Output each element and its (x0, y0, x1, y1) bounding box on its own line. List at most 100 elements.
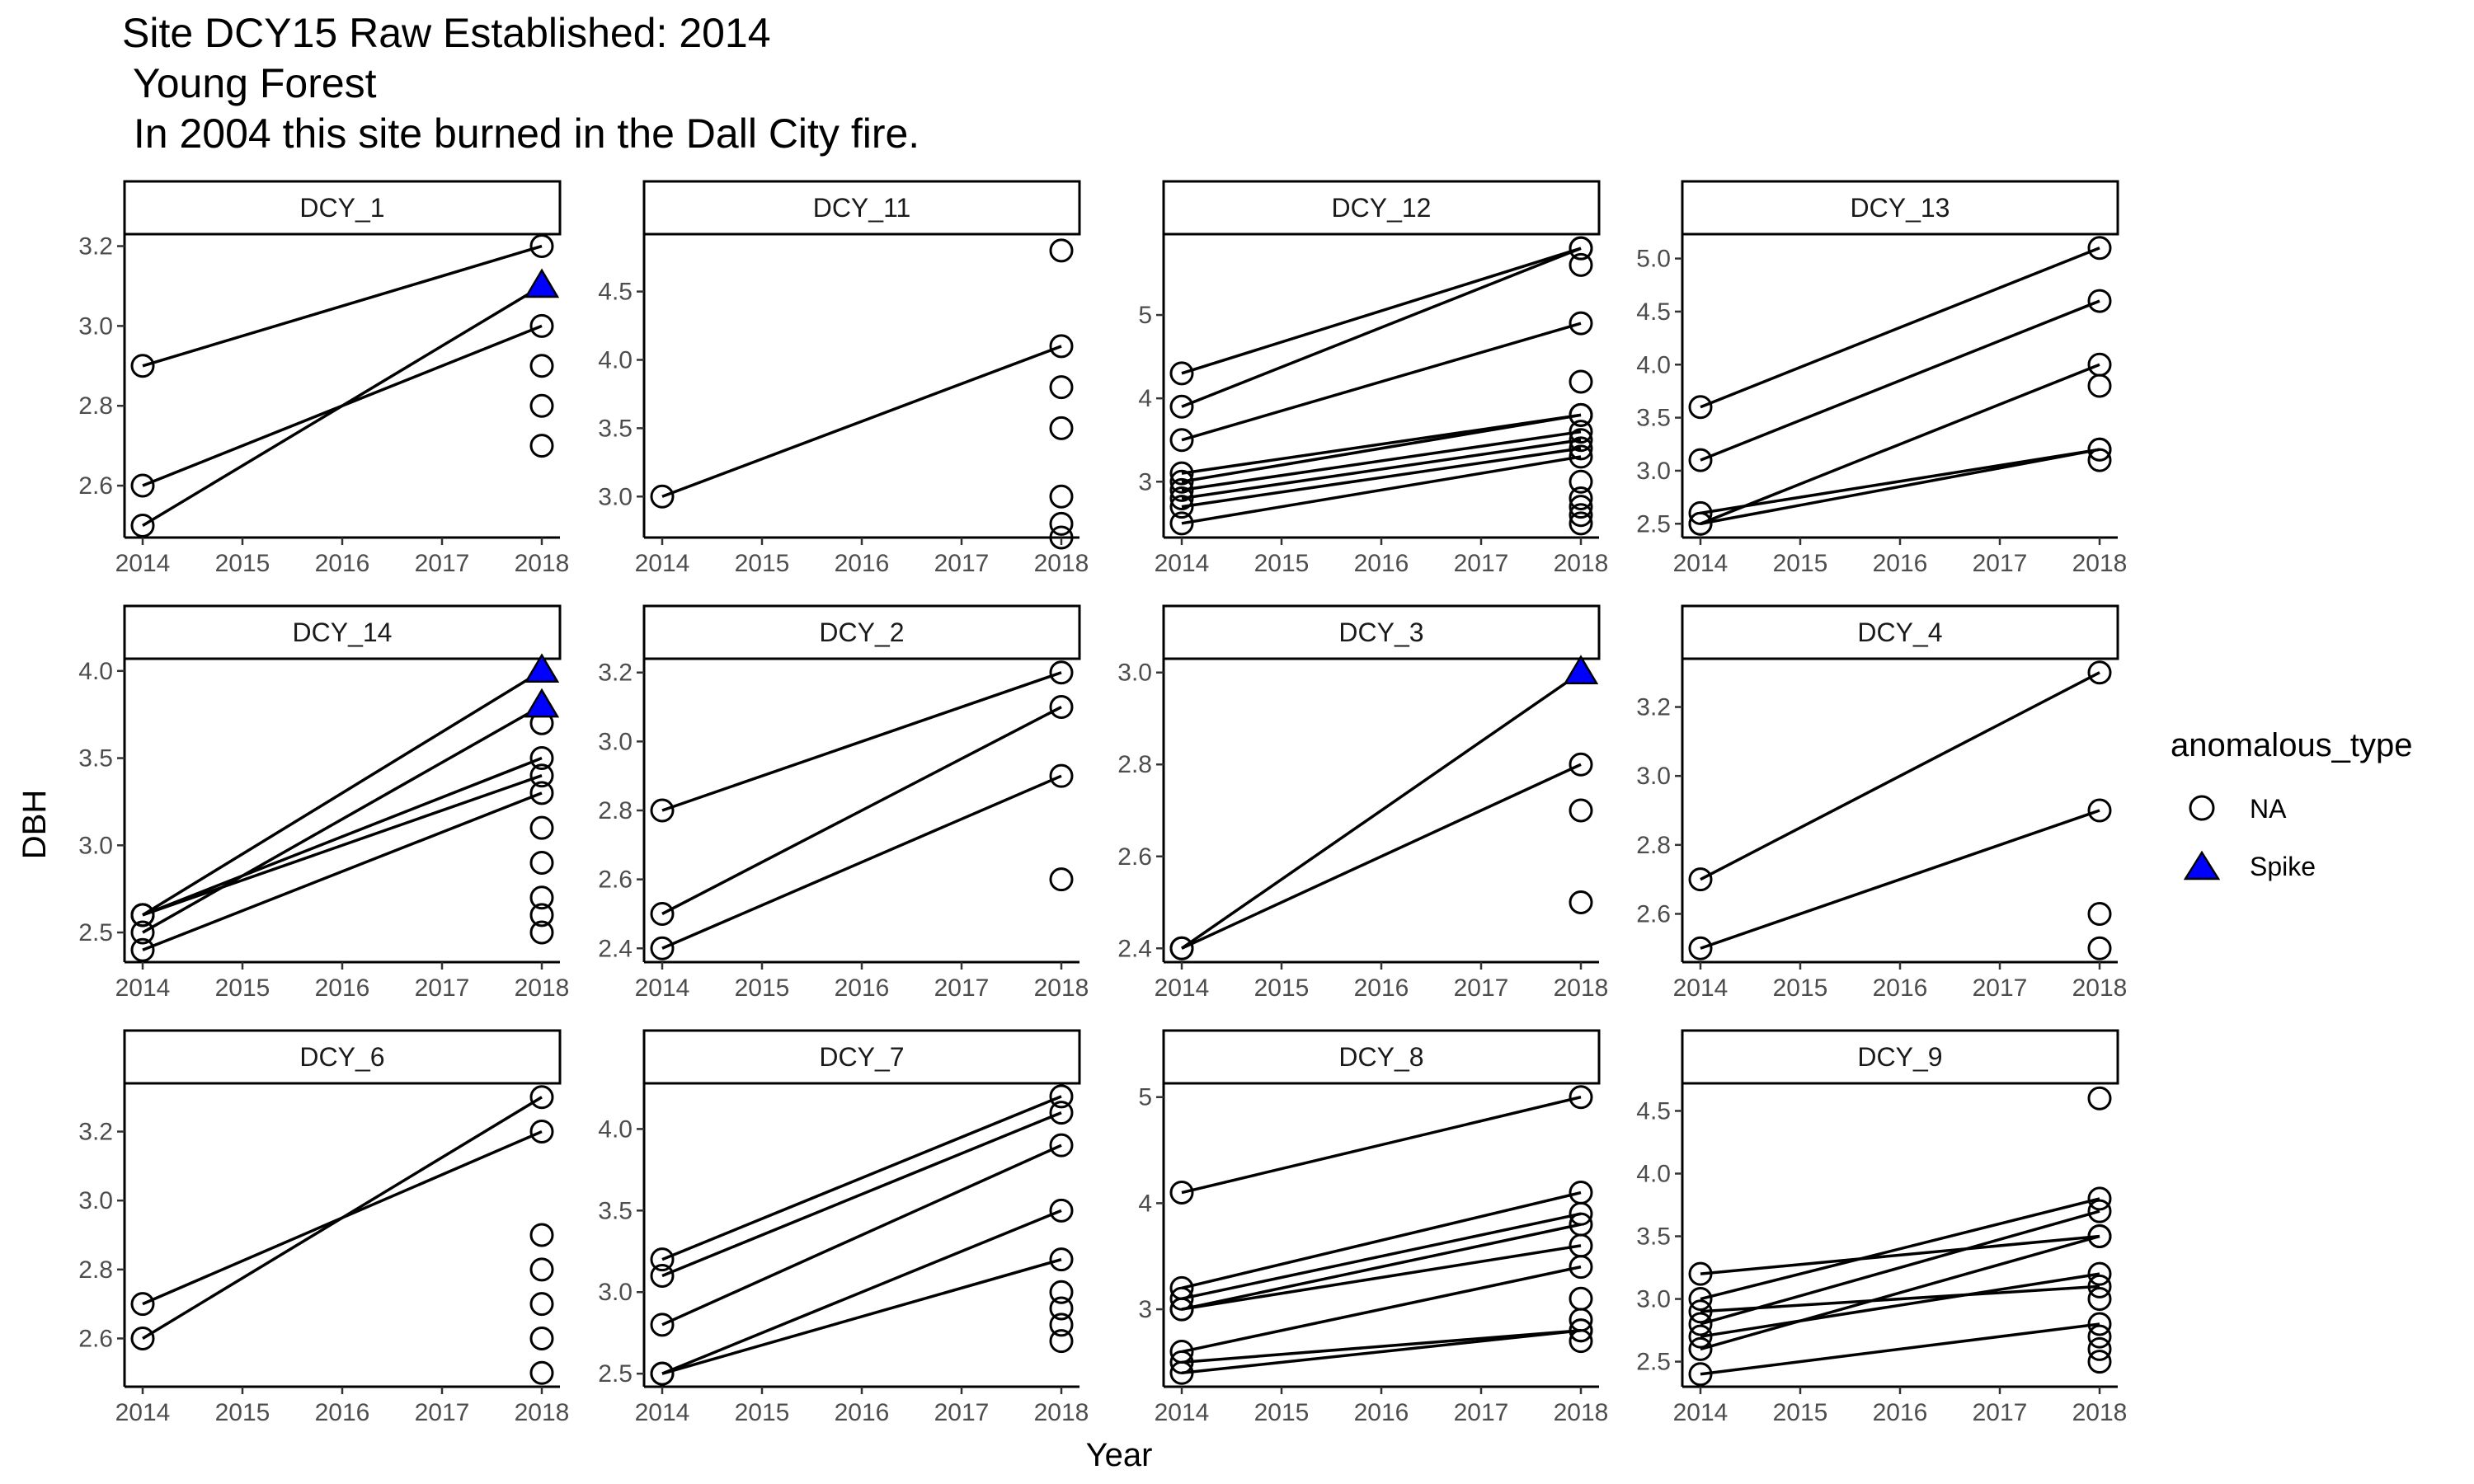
x-tick-label: 2017 (934, 550, 990, 577)
tree-line (1181, 447, 1582, 509)
x-tick-label: 2014 (1673, 1399, 1729, 1426)
data-point (2087, 1274, 2112, 1298)
y-tick-label: 2.5 (1636, 1349, 1671, 1376)
data-point (1049, 511, 1074, 536)
legend-key-na (2189, 795, 2215, 821)
tree-line (1700, 448, 2100, 525)
y-tick-label: 2.8 (1636, 832, 1671, 859)
data-point (529, 903, 554, 928)
x-tick-label: 2016 (835, 550, 890, 577)
data-point (650, 901, 675, 926)
x-tick-label: 2017 (415, 1399, 470, 1426)
chart-title-line-1: Site DCY15 Raw Established: 2014 (122, 10, 771, 56)
data-point (1569, 402, 1593, 427)
y-tick-label: 5 (1138, 302, 1152, 329)
y-tick-label: 3.5 (1636, 1223, 1671, 1251)
facet-strip (1162, 1029, 1601, 1085)
data-point (1569, 503, 1593, 528)
data-point (1569, 1255, 1593, 1280)
facet-strip-label: DCY_7 (819, 1042, 904, 1072)
data-point (1569, 890, 1593, 915)
data-point (2087, 1199, 2112, 1223)
data-point (1569, 436, 1593, 461)
data-point (130, 1292, 155, 1317)
data-point (1049, 1084, 1074, 1109)
data-point (1169, 477, 1194, 502)
x-tick-label: 2015 (1773, 974, 1828, 1002)
x-tick-label: 2015 (735, 550, 790, 577)
data-point (1169, 428, 1194, 453)
y-tick-label: 3.0 (1636, 763, 1671, 790)
data-point (1569, 486, 1593, 510)
x-tick-label: 2016 (315, 1399, 370, 1426)
data-point (1569, 420, 1593, 444)
data-point (1049, 375, 1074, 400)
data-point (130, 920, 155, 945)
x-tick-label: 2015 (735, 1399, 790, 1426)
data-point (1169, 1286, 1194, 1311)
data-point (130, 513, 155, 538)
x-tick-label: 2015 (215, 550, 270, 577)
x-tick-label: 2018 (1034, 550, 1089, 577)
data-point (529, 781, 554, 805)
data-point (1049, 416, 1074, 440)
data-point (2087, 1312, 2112, 1336)
facet-strip-label: DCY_14 (293, 618, 393, 647)
data-point (1569, 511, 1593, 536)
x-tick-label: 2014 (115, 1399, 171, 1426)
x-tick-label: 2017 (415, 550, 470, 577)
data-point (1049, 1198, 1074, 1223)
tree-line (661, 345, 1062, 498)
y-tick-label: 3.2 (598, 660, 633, 687)
y-tick-label: 3.2 (78, 1119, 113, 1146)
facet-strip (123, 604, 562, 660)
data-point (1569, 369, 1593, 394)
y-tick-label: 2.4 (1117, 935, 1152, 962)
y-tick-label: 3.0 (598, 728, 633, 755)
data-point (1049, 484, 1074, 509)
tree-line (1181, 763, 1582, 950)
tree-line (142, 284, 543, 527)
facet-strip-label: DCY_11 (813, 193, 911, 223)
x-tick-label: 2018 (515, 974, 570, 1002)
data-point (529, 1085, 554, 1110)
y-tick-label: 2.8 (1117, 751, 1152, 778)
y-tick-label: 3.2 (78, 233, 113, 261)
x-tick-label: 2016 (315, 974, 370, 1002)
data-point (2087, 798, 2112, 823)
data-point (130, 354, 155, 378)
data-point (529, 1223, 554, 1247)
tree-line (1700, 247, 2100, 409)
data-point (529, 1360, 554, 1385)
x-tick-label: 2018 (2072, 550, 2128, 577)
data-point (1169, 495, 1194, 519)
tree-line (1181, 1244, 1582, 1311)
tree-line (1700, 671, 2100, 881)
data-point (1169, 1360, 1194, 1385)
x-tick-label: 2014 (1155, 550, 1210, 577)
data-point (2087, 236, 2112, 261)
data-point (1049, 1329, 1074, 1354)
x-tick-label: 2016 (1354, 1399, 1409, 1426)
data-point (529, 234, 554, 259)
data-point (1569, 252, 1593, 277)
y-tick-label: 4 (1138, 1190, 1152, 1217)
x-tick-label: 2018 (1034, 1399, 1089, 1426)
tree-line (661, 1257, 1062, 1375)
x-tick-label: 2014 (635, 550, 690, 577)
facet-strip (642, 180, 1081, 236)
chart-title: Site DCY15 Raw Established: 2014 Young F… (122, 8, 920, 159)
y-tick-label: 5.0 (1636, 246, 1671, 273)
spike-point (524, 268, 560, 298)
x-tick-label: 2018 (1554, 550, 1609, 577)
data-point (1688, 500, 1713, 525)
tree-line (142, 1096, 543, 1340)
data-point (2087, 1350, 2112, 1374)
data-point (1569, 469, 1593, 494)
x-tick-label: 2017 (415, 974, 470, 1002)
y-tick-label: 3.0 (78, 1187, 113, 1214)
facet-strip-label: DCY_2 (819, 618, 904, 647)
data-point (529, 1326, 554, 1350)
data-point (1049, 1280, 1074, 1304)
x-tick-label: 2016 (315, 550, 370, 577)
